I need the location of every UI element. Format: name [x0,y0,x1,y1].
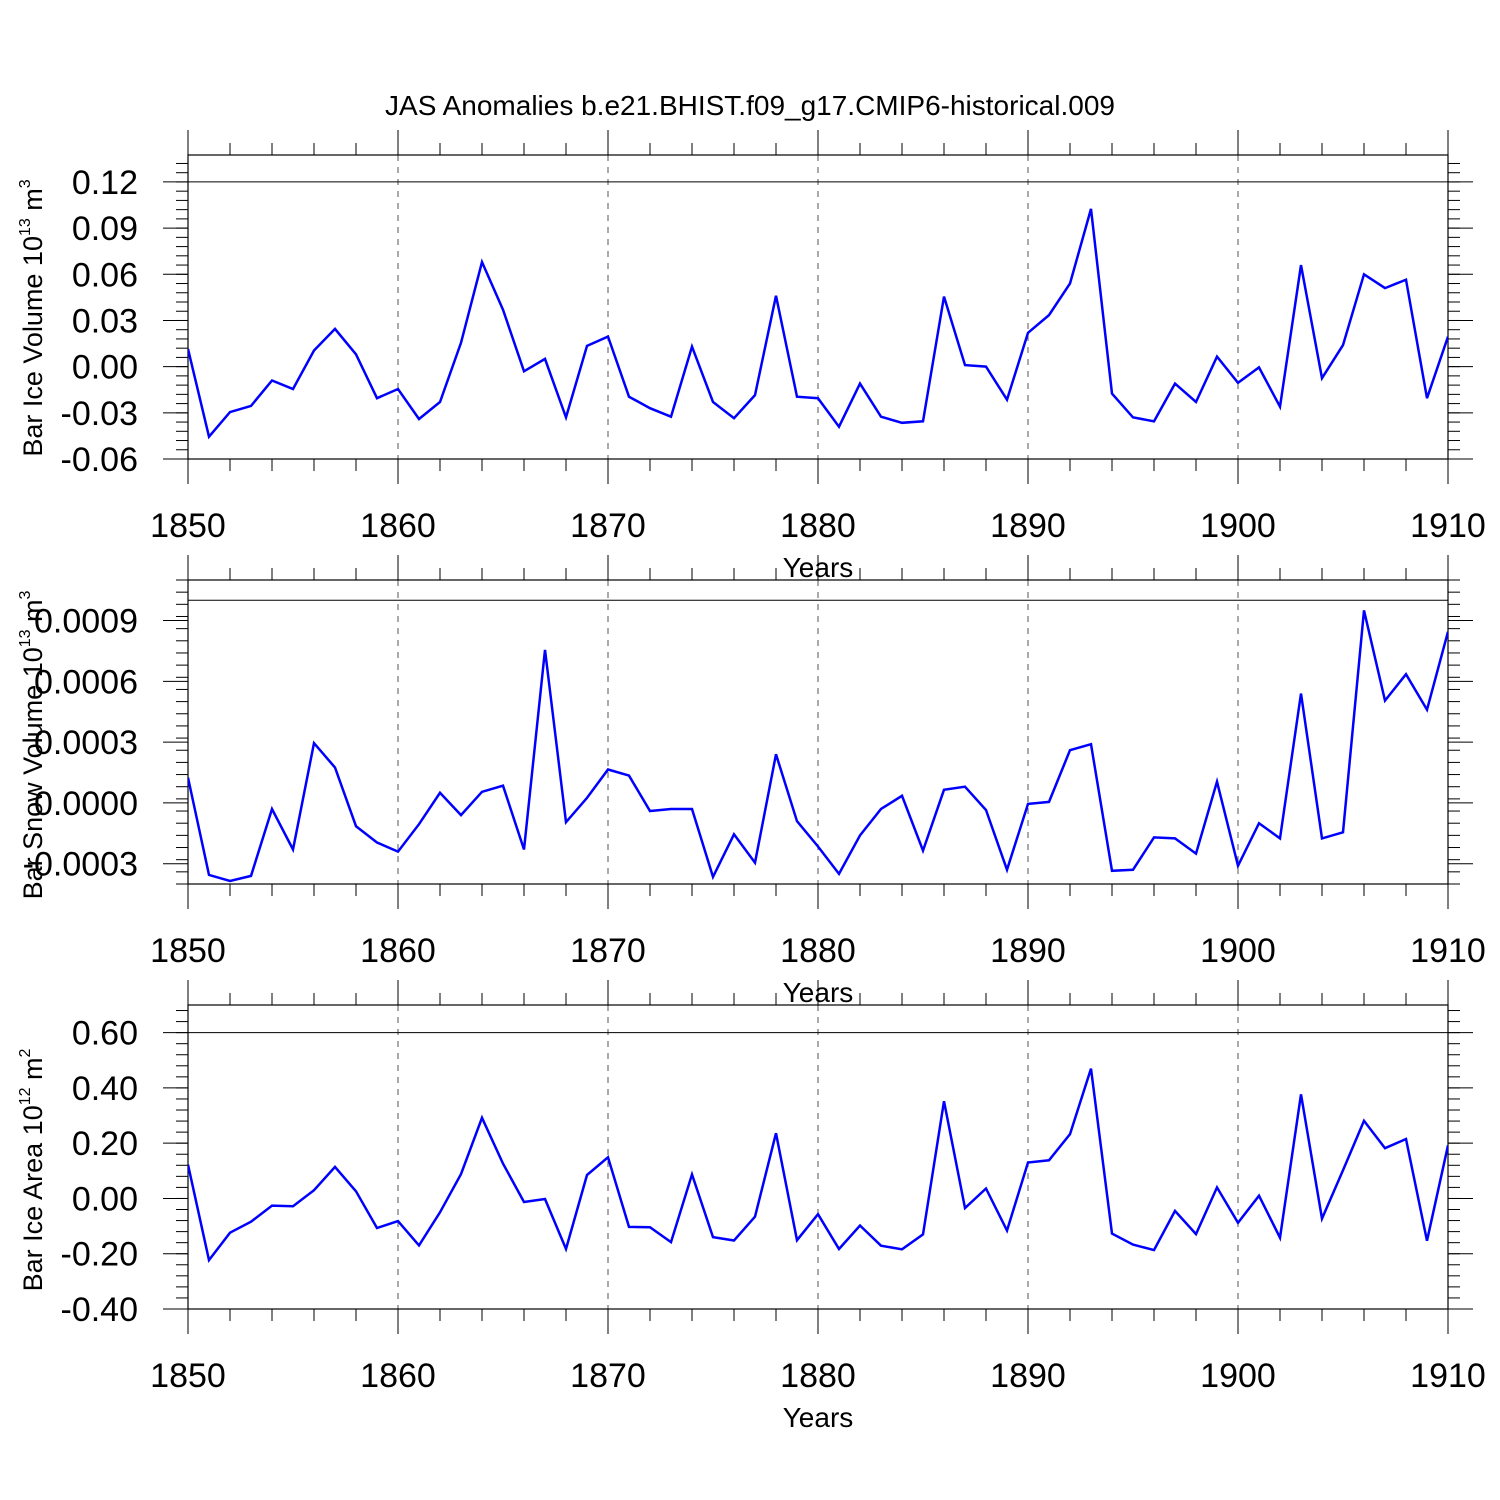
figure-title: JAS Anomalies b.e21.BHIST.f09_g17.CMIP6-… [385,90,1115,121]
x-tick-label: 1870 [570,932,646,970]
chart-panel-3: 1850 1860 1870 1880 1890 1900 1910 Years 0.60 0.4… [17,980,1486,1433]
x-tick-label: 1860 [360,507,436,545]
x-tick-label: 1890 [990,932,1066,970]
y-axis-label: Bar Snow Volume 1013 m3 [17,590,48,899]
x-tick-label: 1870 [570,1357,646,1395]
x-tick-label: 1880 [780,1357,856,1395]
chart-panel-2: 1850 1860 1870 1880 1890 1900 1910Years0.00090… [17,555,1486,1008]
chart-panel-1: 1850 1860 1870 1880 1890 1900 1910Years0.120.0… [17,130,1486,583]
x-tick-label: 1860 [360,1357,436,1395]
y-axis-label: Bar Ice Area 1012 m2 [17,1048,48,1291]
x-tick-label: 1890 [990,507,1066,545]
y-tick-label: 0.00 [72,1180,138,1218]
y-tick-label: 0.40 [72,1070,138,1108]
x-tick-label: 1860 [360,932,436,970]
plot-frame [187,154,1449,460]
x-tick-label: 1900 [1200,507,1276,545]
y-tick-label: 0.09 [72,210,138,248]
x-tick-label: 1880 [780,507,856,545]
x-tick-label: 1850 [150,507,226,545]
y-tick-label: -0.06 [61,441,139,479]
x-tick-label: 1910 [1410,1357,1486,1395]
y-tick-label: 0.0009 [34,603,138,641]
y-tick-label: -0.40 [61,1291,139,1329]
y-tick-label: 0.03 [72,302,138,340]
x-tick-label: 1880 [780,932,856,970]
y-tick-label: -0.0003 [23,846,138,884]
x-tick-label: 1900 [1200,932,1276,970]
x-tick-label: 1910 [1410,932,1486,970]
x-tick-label: 1890 [990,1357,1066,1395]
y-axis-label: Bar Ice Volume 1013 m3 [17,179,48,456]
y-tick-label: 0.00 [72,349,138,387]
series-line-bar-snow-volume [188,610,1448,883]
y-tick-label: 0.0006 [34,663,138,701]
y-tick-label: 0.0000 [34,785,138,823]
x-tick-label: 1850 [150,1357,226,1395]
x-tick-label: 1850 [150,932,226,970]
series-line-bar-ice-area [188,1068,1448,1263]
series-line-bar-ice-volume [188,208,1448,440]
y-tick-label: 0.12 [72,164,138,202]
plot-frame [187,579,1449,885]
y-tick-label: -0.03 [61,395,139,433]
y-tick-label: 0.0003 [34,724,138,762]
y-tick-label: 0.20 [72,1125,138,1163]
x-axis-label: Years [783,1402,854,1433]
x-tick-label: 1900 [1200,1357,1276,1395]
y-tick-label: -0.20 [61,1236,139,1274]
y-tick-label: 0.06 [72,256,138,294]
x-tick-label: 1870 [570,507,646,545]
y-tick-label: 0.60 [72,1015,138,1053]
x-tick-label: 1910 [1410,507,1486,545]
plot-frame [187,1004,1449,1310]
